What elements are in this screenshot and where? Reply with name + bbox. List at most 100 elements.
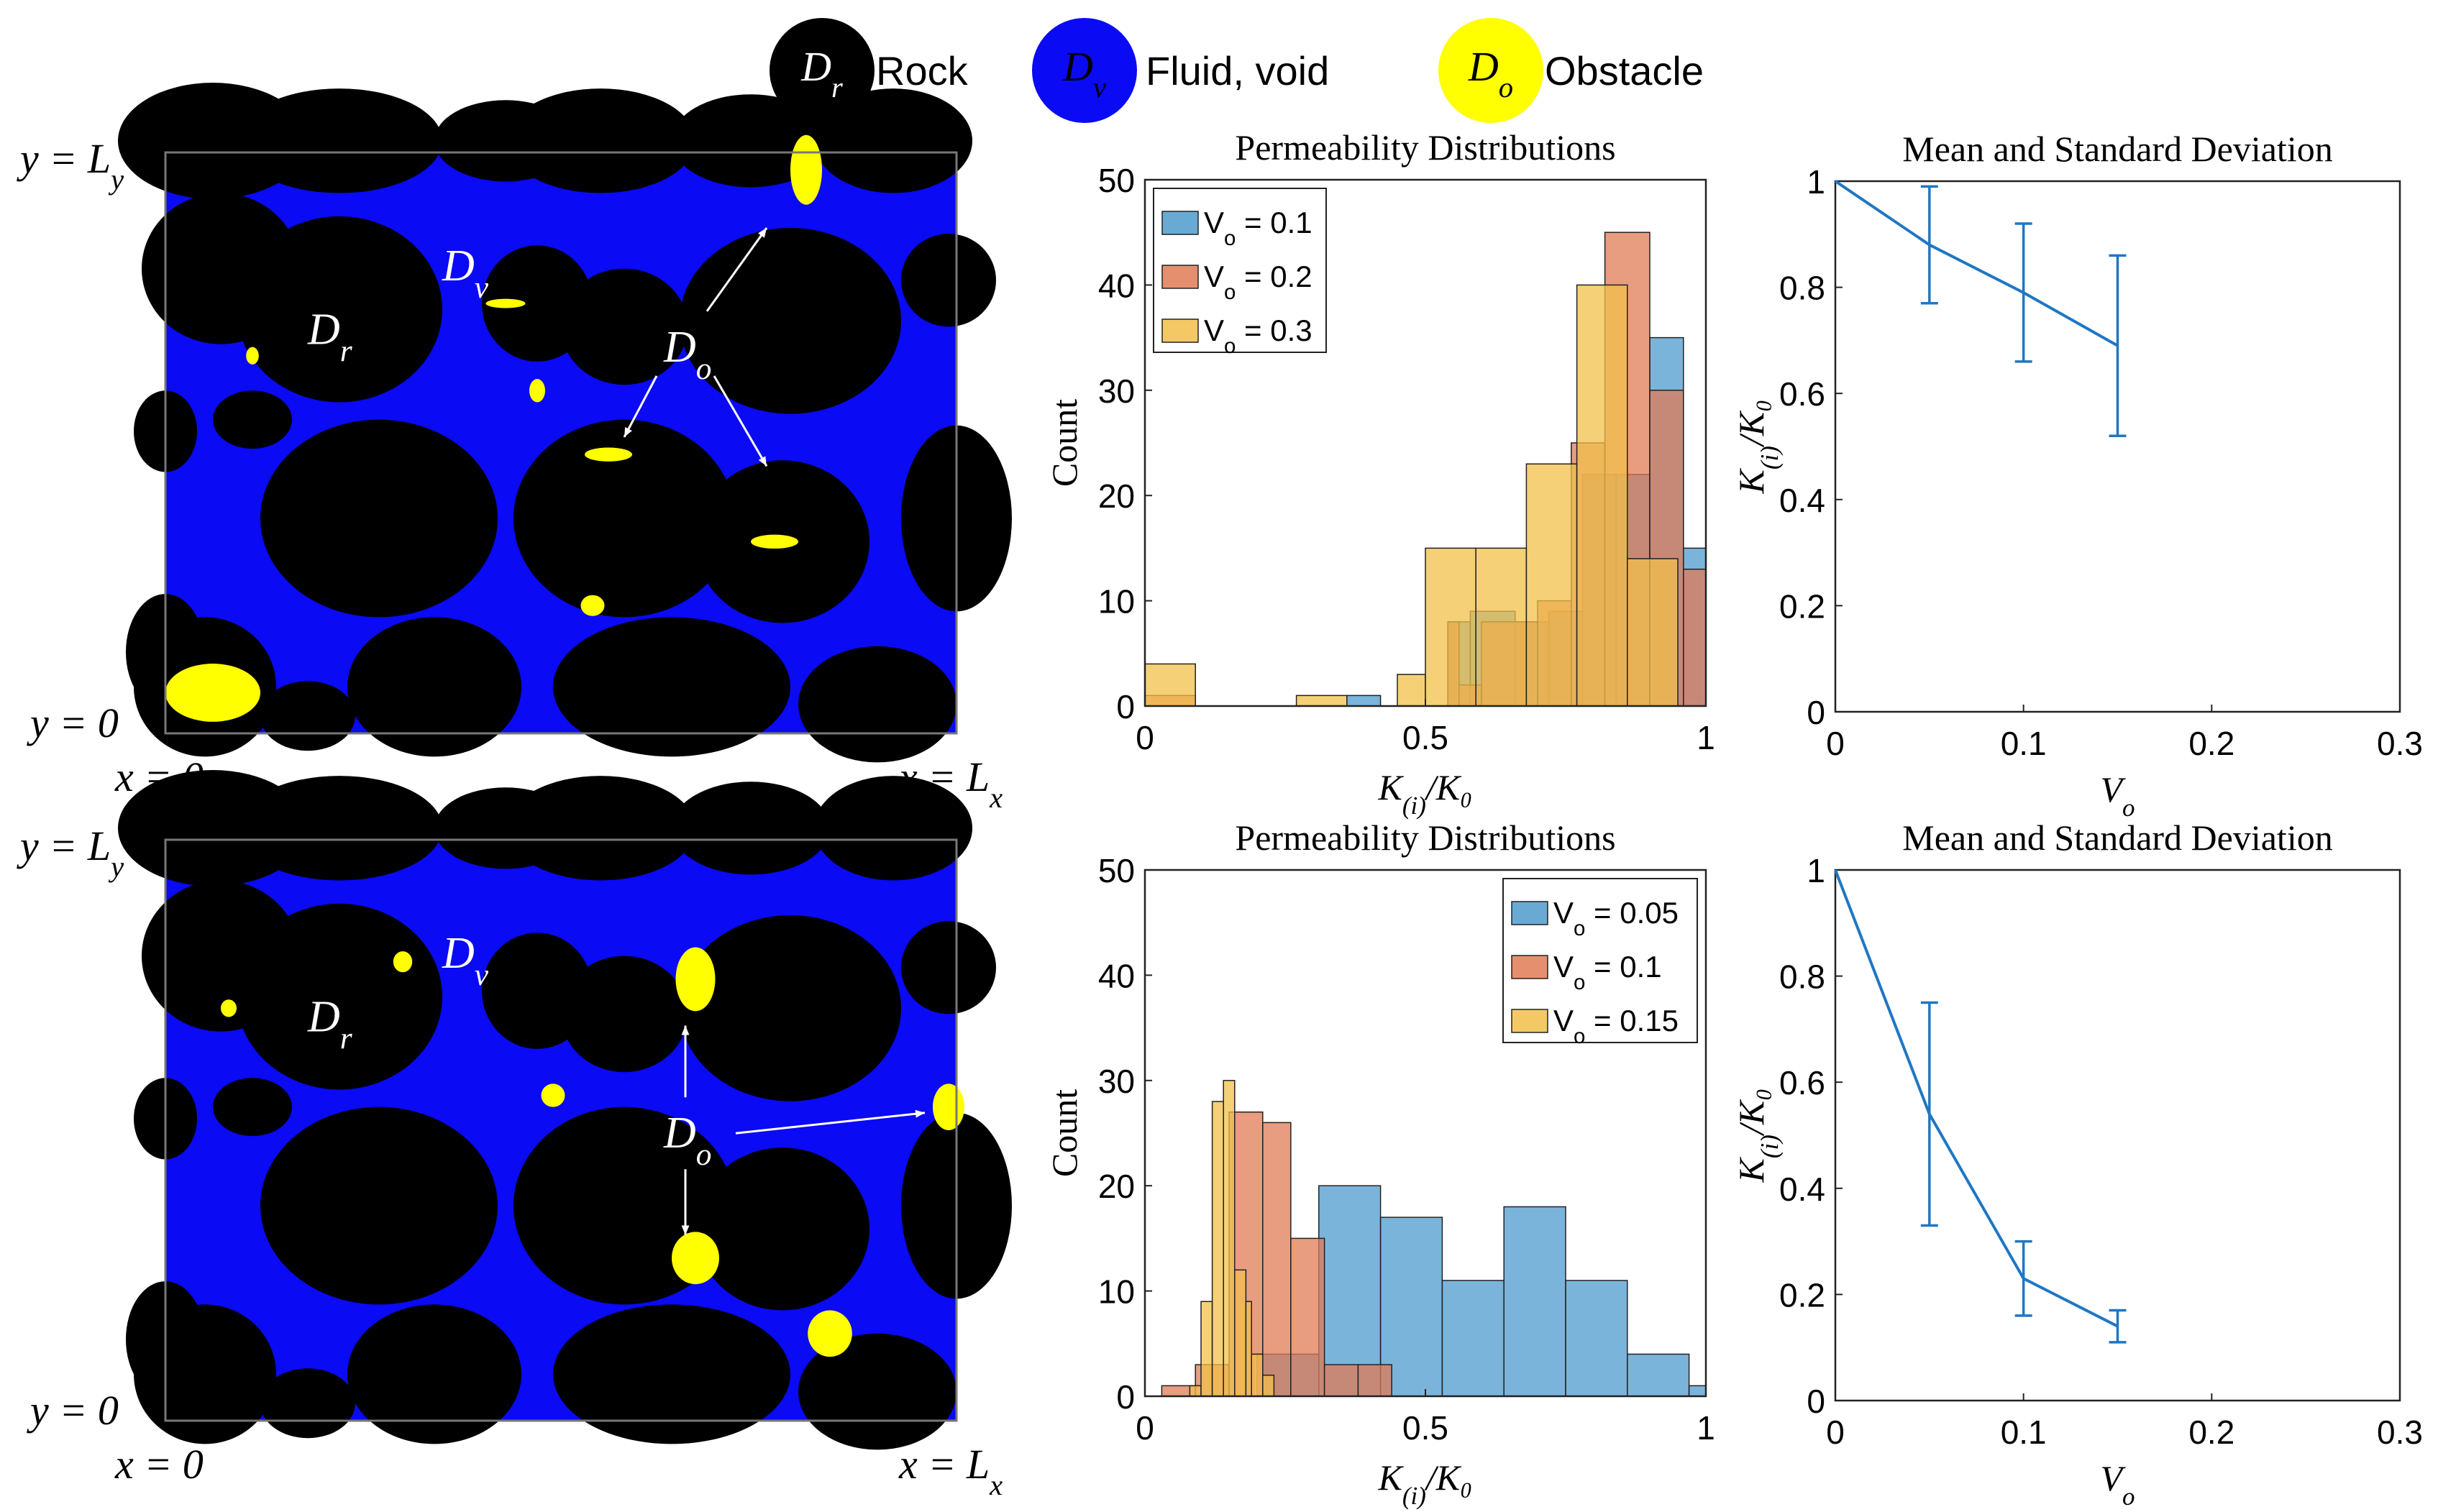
annotation-arrow <box>713 375 768 467</box>
math-sub: (i) <box>1402 1482 1426 1510</box>
histogram-bar <box>1144 663 1196 707</box>
mean-std-chart: 0 0.2 0.4 0.6 0.8 1 0 0.1 0.2 0.3 Mean and Standar… <box>1731 129 2423 822</box>
histogram-bar <box>1234 1269 1247 1397</box>
label-y-bottom: y = 0 <box>27 700 119 746</box>
chart-title: Permeability Distributions <box>1235 817 1615 858</box>
math-main: K <box>1731 1157 1771 1183</box>
mean-line <box>1834 869 2119 1328</box>
histogram-bar <box>1627 558 1679 707</box>
y-tick-label: 40 <box>1098 267 1135 304</box>
y-tick-label: 0.2 <box>1779 1276 1825 1314</box>
y-axis-label: Count <box>1044 1089 1085 1177</box>
chart-title: Permeability Distributions <box>1235 127 1615 168</box>
legend-entry: Vo = 0.05 <box>1553 896 1679 940</box>
math-sub: (i) <box>1756 446 1784 469</box>
obstacle <box>221 999 237 1017</box>
rock-grain <box>680 228 901 414</box>
rock-grain <box>237 903 442 1090</box>
legend-label: Fluid, void <box>1146 48 1329 93</box>
histogram-bar <box>1290 1237 1325 1397</box>
math-sub: o <box>696 352 712 386</box>
legend-symbol: Do <box>1468 43 1513 104</box>
histogram-bar <box>1346 695 1382 707</box>
math-sub: o <box>2122 794 2135 822</box>
legend-fluid-voiditem: Dv Fluid, void <box>1032 18 1329 123</box>
legend-obstacleitem: Do Obstacle <box>1438 18 1704 123</box>
histogram-bar <box>1357 1364 1392 1397</box>
legend-swatch <box>1161 319 1199 343</box>
math-sub: (i) <box>1402 792 1426 820</box>
math-tail: = 0.3 <box>1236 313 1312 347</box>
y-tick-label: 20 <box>1098 477 1135 515</box>
annotation-arrow <box>706 227 768 312</box>
y-tick-label: 0 <box>1116 688 1135 725</box>
histogram-bar <box>1683 568 1707 707</box>
label-y-top: y = Ly <box>17 135 124 196</box>
legend-symbol: Dr <box>800 43 843 104</box>
x-tick-label: 0.5 <box>1402 719 1448 756</box>
y-tick-label: 50 <box>1098 162 1135 199</box>
histogram-bar <box>1295 695 1348 707</box>
legend-swatch <box>1161 211 1199 235</box>
label-y-top: y = Ly <box>17 823 124 883</box>
y-tick-label: 0 <box>1116 1378 1135 1416</box>
obstacle <box>933 1083 964 1131</box>
x-axis-label: K(i)/K₀ <box>1377 1457 1472 1510</box>
arrow-head <box>681 1025 690 1035</box>
y-tick-label: 20 <box>1098 1168 1135 1205</box>
rock-grain <box>901 921 996 1014</box>
math-sub: r <box>340 1022 353 1056</box>
x-tick-label: 0.3 <box>2377 725 2423 762</box>
x-tick-label: 1 <box>1697 1409 1715 1447</box>
x-tick-label: 0.5 <box>1402 1409 1448 1447</box>
legend-label: Rock <box>876 48 969 93</box>
y-tick-label: 0.4 <box>1779 482 1825 519</box>
math-sub: v <box>475 958 489 992</box>
math-main: V <box>1204 206 1224 239</box>
rock-grain <box>260 419 498 618</box>
arrow-head <box>758 228 767 238</box>
legend-swatch <box>1511 1009 1548 1033</box>
math-main: D <box>307 306 340 354</box>
obstacle <box>585 447 632 462</box>
histogram-bar <box>1565 1280 1628 1397</box>
chart-title: Mean and Standard Deviation <box>1902 129 2332 169</box>
obstacle <box>541 1083 565 1107</box>
y-tick-label: 30 <box>1098 1063 1135 1100</box>
rock-grain <box>561 956 688 1073</box>
math-sub: o <box>1224 226 1236 250</box>
rock-grain <box>506 776 695 881</box>
math-main: V <box>2100 1458 2126 1498</box>
math-sub: o <box>1224 280 1236 304</box>
math-sub: o <box>1574 917 1585 940</box>
legend-entry: Vo = 0.15 <box>1553 1004 1679 1048</box>
math-tail: = 0.15 <box>1585 1004 1679 1037</box>
rock-grain <box>260 681 355 751</box>
math-tail: = 0.1 <box>1585 950 1661 984</box>
histogram-bar <box>1525 463 1578 707</box>
legend-entry: Vo = 0.1 <box>1553 950 1662 994</box>
y-tick-label: 50 <box>1098 852 1135 889</box>
math-main: x = L <box>898 1441 990 1488</box>
math-main: D <box>800 43 831 90</box>
histogram-chart: 0 10 20 30 40 50 0 0.5 1 Permeability Distributio… <box>1044 127 1715 820</box>
legend-entry: Vo = 0.2 <box>1204 260 1312 304</box>
math-sub: (i) <box>1756 1135 1784 1158</box>
y-tick-label: 10 <box>1098 1273 1135 1311</box>
histogram-chart: 0 10 20 30 40 50 0 0.5 1 Permeability Distributio… <box>1044 817 1715 1510</box>
label-x-right: x = Lx <box>898 1441 1003 1501</box>
math-main: D <box>442 242 475 290</box>
y-axis-label: K(i)/K₀ <box>1731 399 1784 494</box>
rock-grain <box>672 782 830 875</box>
math-main: V <box>1553 1004 1574 1037</box>
math-main: y = L <box>17 135 111 182</box>
math-sub: r <box>831 71 843 104</box>
map-frame <box>164 838 958 1422</box>
math-main: D <box>663 1109 696 1158</box>
obstacle <box>790 134 822 205</box>
math-tail: /K₀ <box>1424 1457 1473 1498</box>
mean-std-chart: 0 0.2 0.4 0.6 0.8 1 0 0.1 0.2 0.3 Mean and Standar… <box>1731 817 2423 1511</box>
rock-grain <box>213 1078 292 1137</box>
y-axis-label: Count <box>1044 399 1085 487</box>
rock-grain <box>260 1106 498 1305</box>
